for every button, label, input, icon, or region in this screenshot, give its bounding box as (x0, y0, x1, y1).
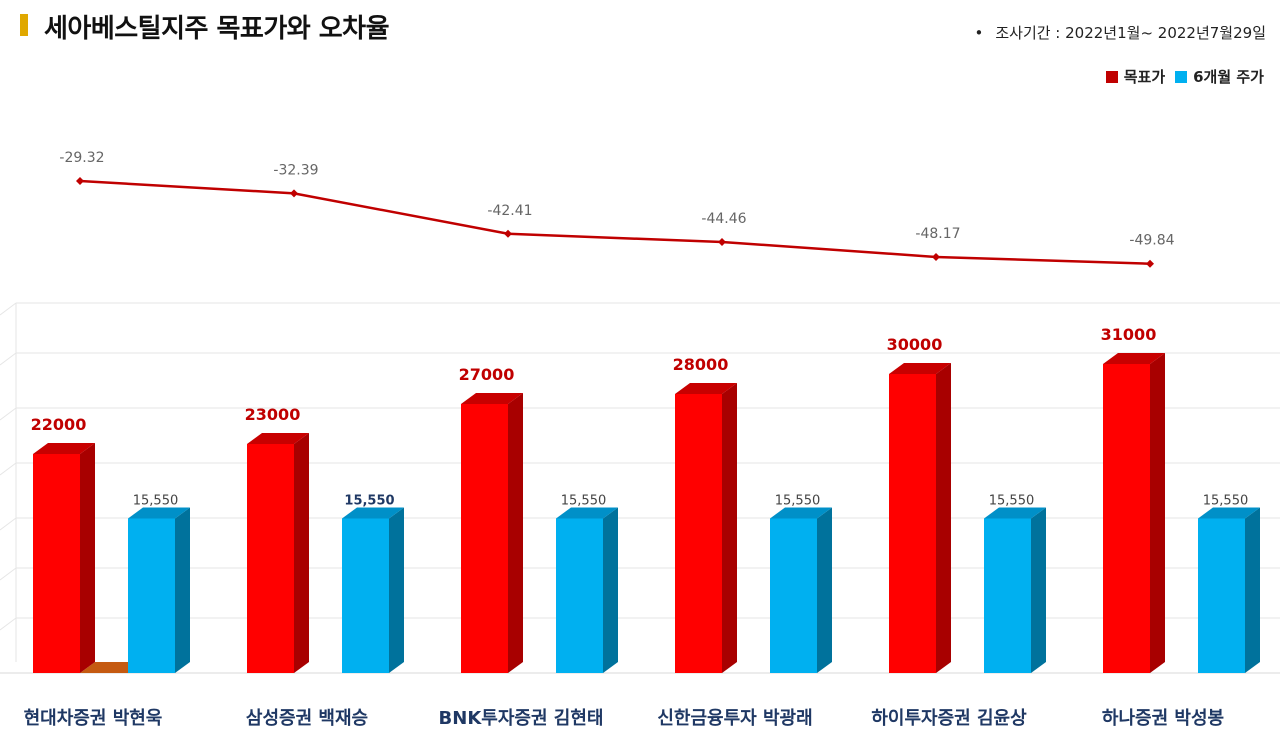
error-point (290, 189, 298, 198)
price-bar-side (175, 507, 190, 673)
error-value-label: -49.84 (1129, 233, 1174, 249)
price-bar-top (770, 507, 832, 519)
target-bar-side (936, 363, 951, 673)
error-value-label: -32.39 (273, 162, 318, 178)
target-value-label: 23000 (245, 405, 301, 424)
error-line: -29.32 -32.39 -42.41 -44.46 -48.17 -49.84 (59, 150, 1175, 268)
price-bar-side (1031, 507, 1046, 673)
price-bar-top (128, 507, 190, 519)
target-bar-side (80, 443, 95, 673)
chart-floor (0, 662, 1280, 674)
price-bar-side (817, 507, 832, 673)
price-value-label: 15,550 (133, 494, 179, 509)
target-bar-side (722, 383, 737, 673)
target-bar-top (247, 433, 309, 444)
target-bar (1103, 364, 1150, 673)
price-bar-side (603, 507, 618, 673)
target-value-label: 22000 (31, 415, 87, 434)
legend-item-price: 6개월 주가 (1175, 66, 1264, 87)
category-label: 하나증권 박성봉 (1102, 708, 1224, 729)
bars: 22000 15,550 23000 15,550 27000 15,550 28000 15… (31, 325, 1260, 673)
price-bar-side (389, 507, 404, 673)
legend-swatch-target (1105, 70, 1118, 83)
error-point (1146, 259, 1154, 268)
grid (0, 302, 1280, 662)
legend-label-target: 목표가 (1123, 68, 1166, 86)
legend-label-price: 6개월 주가 (1193, 68, 1264, 86)
price-value-label: 15,550 (989, 494, 1035, 509)
target-bar (461, 404, 508, 673)
gridline-perspective (0, 617, 17, 631)
category-label: 하이투자증권 김윤상 (871, 708, 1027, 729)
error-value-label: -48.17 (915, 226, 960, 242)
price-bar (1198, 518, 1245, 673)
bullet-icon: • (974, 24, 984, 42)
price-bar (556, 518, 603, 673)
error-point (76, 177, 84, 185)
error-point (718, 238, 726, 247)
price-bar (128, 518, 175, 673)
target-bar (33, 454, 80, 673)
target-bar-top (675, 383, 737, 394)
price-value-label: 15,550 (344, 494, 394, 509)
chart-title: 세아베스틸지주 목표가와 오차율 (44, 14, 389, 44)
price-bar-top (1198, 507, 1260, 519)
target-bar (889, 374, 936, 673)
category-label: 신한금융투자 박광래 (657, 708, 812, 729)
target-bar-side (508, 393, 523, 673)
target-bar (247, 444, 294, 673)
price-bar (342, 518, 389, 673)
price-bar-top (342, 507, 404, 519)
error-value-label: -44.46 (701, 211, 746, 227)
target-bar-side (294, 433, 309, 673)
price-bar-top (556, 507, 618, 519)
gridline-perspective (0, 517, 17, 531)
error-point (932, 252, 940, 261)
price-bar-side (1245, 507, 1260, 673)
legend-swatch-price (1175, 70, 1188, 83)
price-value-label: 15,550 (1203, 494, 1249, 509)
category-label: BNK투자증권 김현태 (439, 708, 604, 729)
error-line-path (79, 179, 1151, 265)
target-bar-top (461, 393, 523, 404)
legend: 목표가 6개월 주가 (1105, 66, 1264, 87)
category-labels: 현대차증권 박현욱 삼성증권 백재승 BNK투자증권 김현태 신한금융투자 박광래 하이… (24, 708, 1224, 729)
price-bar (770, 518, 817, 673)
target-bar (675, 394, 722, 673)
error-point (504, 229, 512, 238)
target-bar-side (1150, 353, 1165, 673)
price-value-label: 15,550 (775, 494, 821, 509)
survey-period-text: 조사기간 : 2022년1월~ 2022년7월29일 (995, 24, 1266, 42)
gridline-perspective (0, 462, 17, 476)
target-value-label: 28000 (673, 355, 729, 374)
target-value-label: 27000 (459, 365, 515, 384)
gridline-perspective (0, 407, 17, 421)
gridline-perspective (0, 567, 17, 581)
target-value-label: 30000 (887, 335, 943, 354)
target-bar-top (33, 443, 95, 454)
price-value-label: 15,550 (561, 494, 607, 509)
legend-item-target: 목표가 (1105, 66, 1166, 87)
gridline-perspective (0, 352, 17, 366)
gridline-perspective (0, 302, 17, 316)
category-label: 삼성증권 백재승 (246, 708, 368, 729)
target-bar-top (1103, 353, 1165, 364)
error-value-label: -29.32 (59, 150, 104, 166)
error-value-label: -42.41 (487, 203, 532, 219)
floor-slab (80, 662, 143, 673)
title-accent-bar (20, 14, 28, 36)
survey-period: • 조사기간 : 2022년1월~ 2022년7월29일 (974, 22, 1266, 43)
price-bar (984, 518, 1031, 673)
target-value-label: 31000 (1101, 325, 1157, 344)
category-label: 현대차증권 박현욱 (24, 708, 163, 729)
price-bar-top (984, 507, 1046, 519)
target-bar-top (889, 363, 951, 374)
